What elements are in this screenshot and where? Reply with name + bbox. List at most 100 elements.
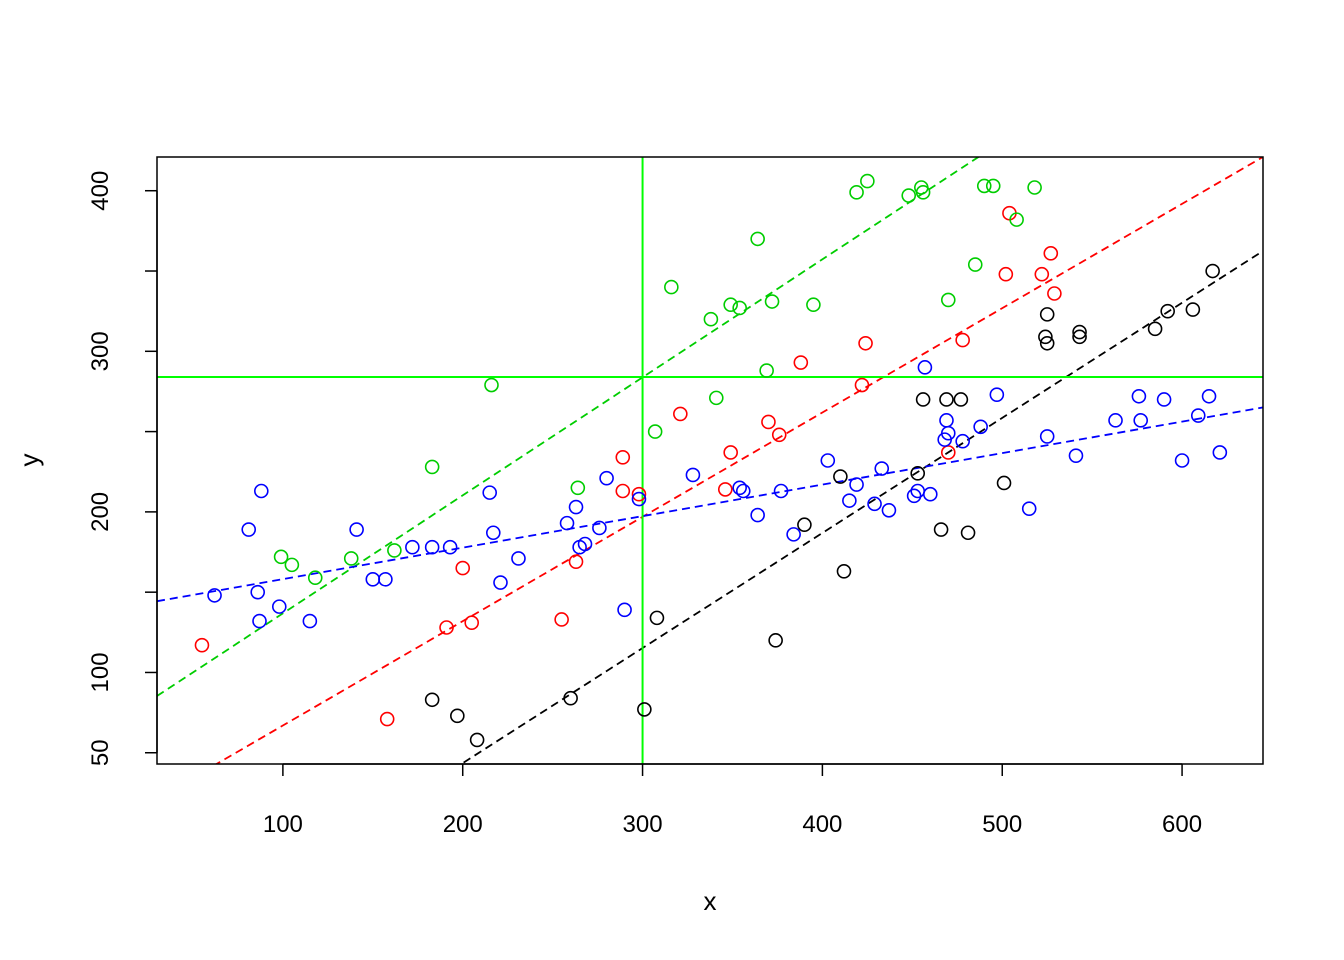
point-series-2 [455, 560, 471, 576]
point-series-3 [764, 294, 780, 309]
point-series-4 [1131, 388, 1147, 404]
point-series-4 [773, 483, 789, 499]
x-axis-label: x [704, 886, 717, 916]
point-series-4 [241, 522, 257, 537]
point-series-4 [750, 507, 765, 523]
point-series-3 [708, 390, 724, 406]
point-series-3 [860, 173, 875, 189]
x-tick-label: 400 [802, 811, 842, 838]
y-tick-label: 400 [87, 171, 114, 211]
point-series-2 [761, 414, 776, 430]
point-series-4 [378, 572, 393, 587]
point-series-2 [793, 355, 809, 370]
point-series-4 [923, 486, 938, 502]
point-series-1 [996, 475, 1012, 491]
point-series-4 [685, 467, 701, 483]
fit-line-3 [157, 157, 981, 697]
point-series-4 [732, 480, 747, 496]
point-series-4 [349, 522, 364, 537]
point-series-1 [469, 732, 485, 748]
point-series-3 [723, 297, 738, 313]
point-series-4 [906, 488, 922, 504]
fit-line-1 [459, 250, 1263, 764]
point-series-1 [953, 392, 969, 407]
point-series-1 [1160, 303, 1175, 319]
point-series-3 [940, 292, 956, 308]
point-series-4 [559, 515, 575, 531]
point-series-2 [631, 486, 647, 502]
point-series-4 [568, 499, 584, 515]
x-tick-label: 600 [1162, 811, 1202, 838]
point-series-1 [915, 392, 931, 407]
point-series-1 [933, 522, 949, 537]
point-series-4 [424, 539, 440, 555]
point-series-4 [881, 502, 897, 518]
point-series-3 [307, 570, 323, 586]
point-series-2 [955, 332, 970, 348]
fit-lines [157, 157, 1263, 764]
data-points [194, 173, 1228, 748]
fit-line-4 [157, 406, 1263, 603]
point-series-4 [1174, 453, 1190, 468]
point-series-4 [271, 599, 287, 614]
point-series-4 [511, 551, 526, 566]
point-series-3 [732, 300, 747, 316]
point-series-1 [1072, 324, 1087, 340]
point-series-3 [570, 480, 586, 496]
point-series-3 [387, 543, 402, 558]
point-series-1 [637, 702, 652, 717]
point-series-2 [1043, 246, 1059, 261]
point-series-2 [194, 637, 210, 653]
x-tick-label: 500 [982, 811, 1022, 838]
point-series-4 [820, 453, 836, 468]
point-series-4 [631, 491, 647, 507]
point-series-2 [554, 612, 569, 627]
point-series-3 [273, 549, 289, 565]
point-series-2 [771, 427, 787, 443]
point-series-3 [985, 178, 1001, 194]
point-series-2 [717, 482, 733, 497]
point-series-2 [1034, 266, 1050, 282]
point-series-3 [976, 178, 992, 194]
point-series-4 [482, 485, 497, 500]
y-tick-label: 100 [87, 652, 114, 692]
point-series-1 [1147, 321, 1163, 337]
point-series-2 [854, 377, 870, 393]
point-series-4 [1021, 501, 1037, 516]
point-series-4 [1212, 445, 1228, 460]
point-series-1 [1039, 307, 1055, 322]
point-series-3 [284, 557, 300, 573]
point-series-4 [874, 461, 890, 476]
point-series-4 [735, 483, 751, 499]
point-series-4 [849, 477, 864, 492]
point-series-2 [464, 615, 480, 630]
x-tick-label: 100 [263, 811, 303, 838]
point-series-4 [493, 575, 508, 590]
reference-lines [157, 157, 1263, 764]
point-series-2 [615, 449, 631, 465]
plot-frame [156, 156, 1264, 765]
point-series-1 [768, 633, 783, 648]
point-series-4 [955, 433, 970, 449]
point-series-4 [989, 387, 1005, 402]
point-series-4 [599, 470, 614, 486]
point-series-2 [998, 266, 1014, 282]
point-series-3 [915, 185, 931, 200]
point-series-4 [252, 613, 267, 629]
point-series-1 [424, 692, 440, 708]
point-series-2 [439, 620, 454, 635]
point-series-3 [343, 551, 359, 566]
point-series-4 [786, 527, 801, 542]
point-series-2 [568, 554, 584, 569]
y-axis-label: y [14, 454, 44, 467]
x-tick-label: 200 [443, 811, 483, 838]
point-series-4 [485, 525, 501, 541]
x-tick-label: 300 [623, 811, 663, 838]
point-series-4 [1068, 448, 1084, 463]
x-axis: 100 200 300 400 500 600 [263, 763, 1202, 838]
point-series-4 [917, 360, 933, 375]
point-series-4 [1108, 413, 1123, 428]
point-series-1 [450, 708, 465, 724]
point-series-2 [615, 483, 631, 499]
